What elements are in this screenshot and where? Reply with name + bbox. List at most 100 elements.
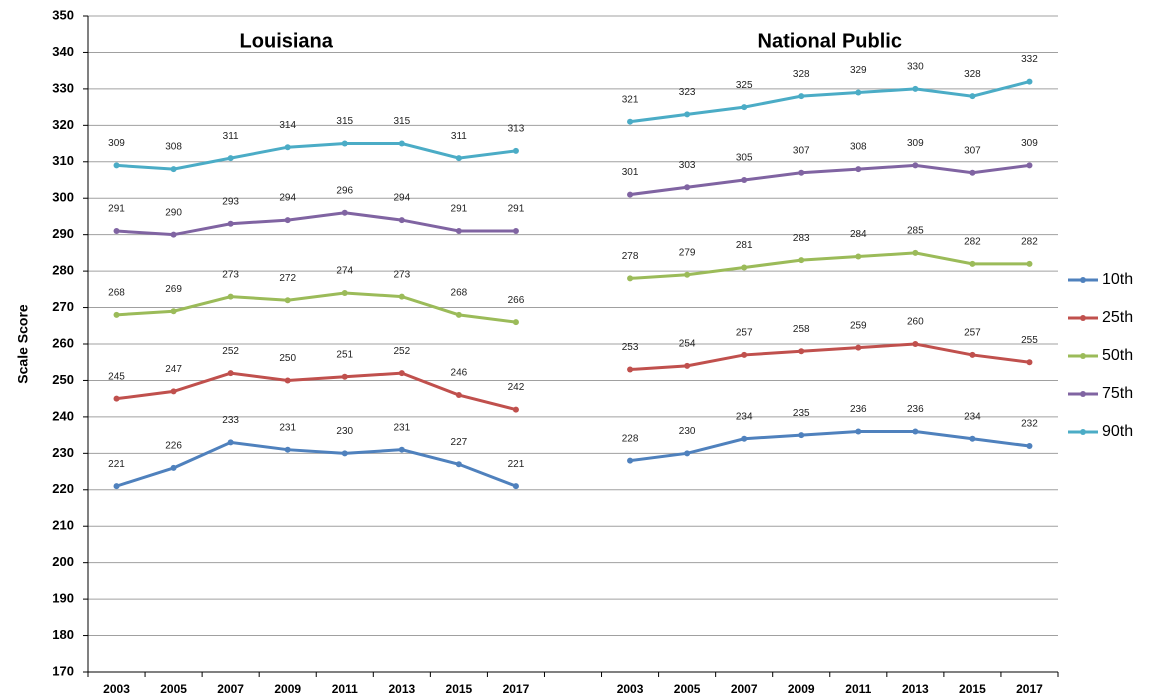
point — [1026, 78, 1033, 85]
data-label: 329 — [850, 65, 867, 76]
data-label: 328 — [964, 69, 981, 80]
data-label: 311 — [451, 131, 467, 142]
data-label: 309 — [1021, 138, 1038, 149]
data-label: 257 — [964, 328, 981, 339]
data-label: 303 — [679, 160, 696, 171]
point — [969, 169, 976, 176]
data-label: 321 — [622, 94, 639, 105]
point — [341, 140, 348, 147]
data-label: 309 — [907, 138, 924, 149]
series-line — [116, 163, 1030, 237]
point — [227, 220, 234, 227]
point — [398, 217, 405, 224]
point — [741, 351, 748, 358]
point — [855, 89, 862, 96]
point — [855, 253, 862, 260]
point — [455, 311, 462, 318]
point — [798, 93, 805, 100]
data-label: 268 — [108, 287, 125, 298]
data-label: 251 — [336, 349, 353, 360]
legend-label: 75th — [1102, 385, 1133, 402]
point — [227, 293, 234, 300]
point — [455, 155, 462, 162]
point — [798, 257, 805, 264]
data-label: 236 — [907, 404, 924, 415]
point — [284, 297, 291, 304]
x-tick-label: 2007 — [731, 682, 758, 696]
x-tick-label: 2007 — [217, 682, 244, 696]
data-label: 233 — [222, 415, 239, 426]
data-label: 250 — [279, 353, 296, 364]
data-label: 294 — [393, 193, 410, 204]
x-tick-label: 2011 — [332, 682, 358, 696]
data-label: 308 — [165, 142, 182, 153]
data-label: 293 — [222, 196, 239, 207]
point — [341, 289, 348, 296]
legend-label: 25th — [1102, 309, 1133, 326]
point — [798, 169, 805, 176]
x-tick-label: 2017 — [503, 682, 530, 696]
data-label: 227 — [451, 437, 468, 448]
point — [684, 450, 691, 457]
point — [684, 111, 691, 118]
data-label: 290 — [165, 207, 182, 218]
data-label: 257 — [736, 328, 753, 339]
point — [1026, 162, 1033, 169]
point — [341, 209, 348, 216]
point — [398, 446, 405, 453]
data-label: 269 — [165, 284, 182, 295]
x-tick-label: 2003 — [617, 682, 644, 696]
series-line — [116, 251, 1030, 324]
data-label: 305 — [736, 153, 753, 164]
point — [341, 450, 348, 457]
data-label: 325 — [736, 80, 753, 91]
data-label: 253 — [622, 342, 639, 353]
data-label: 332 — [1021, 54, 1038, 65]
data-label: 266 — [508, 295, 525, 306]
x-tick-label: 2005 — [674, 682, 701, 696]
point — [113, 162, 120, 169]
point — [741, 104, 748, 111]
y-tick-label: 220 — [52, 481, 74, 496]
point — [627, 366, 634, 373]
x-tick-label: 2011 — [845, 682, 871, 696]
point — [855, 166, 862, 173]
point — [170, 308, 177, 315]
x-tick-label: 2009 — [788, 682, 815, 696]
y-tick-label: 190 — [52, 591, 74, 606]
data-label: 236 — [850, 404, 867, 415]
data-label: 291 — [451, 204, 468, 215]
point — [227, 370, 234, 377]
data-label: 311 — [223, 131, 239, 142]
data-label: 301 — [622, 167, 639, 178]
x-tick-label: 2015 — [959, 682, 986, 696]
data-label: 273 — [393, 269, 410, 280]
data-label: 313 — [508, 123, 525, 134]
y-tick-label: 210 — [52, 518, 74, 533]
data-label: 255 — [1021, 335, 1038, 346]
data-label: 328 — [793, 69, 810, 80]
data-label: 315 — [393, 116, 410, 127]
data-label: 226 — [165, 441, 182, 452]
data-label: 279 — [679, 247, 696, 258]
y-axis-label: Scale Score — [15, 304, 31, 384]
point — [627, 191, 634, 198]
point — [912, 249, 919, 256]
data-label: 291 — [508, 204, 525, 215]
series-line — [116, 342, 1030, 412]
y-tick-label: 170 — [52, 663, 74, 678]
y-tick-label: 300 — [52, 190, 74, 205]
data-label: 296 — [336, 185, 353, 196]
point — [455, 461, 462, 468]
legend-marker — [1080, 315, 1086, 321]
data-label: 254 — [679, 339, 696, 350]
point — [284, 377, 291, 384]
x-tick-label: 2015 — [446, 682, 473, 696]
point — [798, 432, 805, 439]
point — [227, 155, 234, 162]
data-label: 282 — [1021, 236, 1038, 247]
data-label: 259 — [850, 320, 867, 331]
point — [113, 483, 120, 490]
data-label: 235 — [793, 408, 810, 419]
point — [398, 140, 405, 147]
